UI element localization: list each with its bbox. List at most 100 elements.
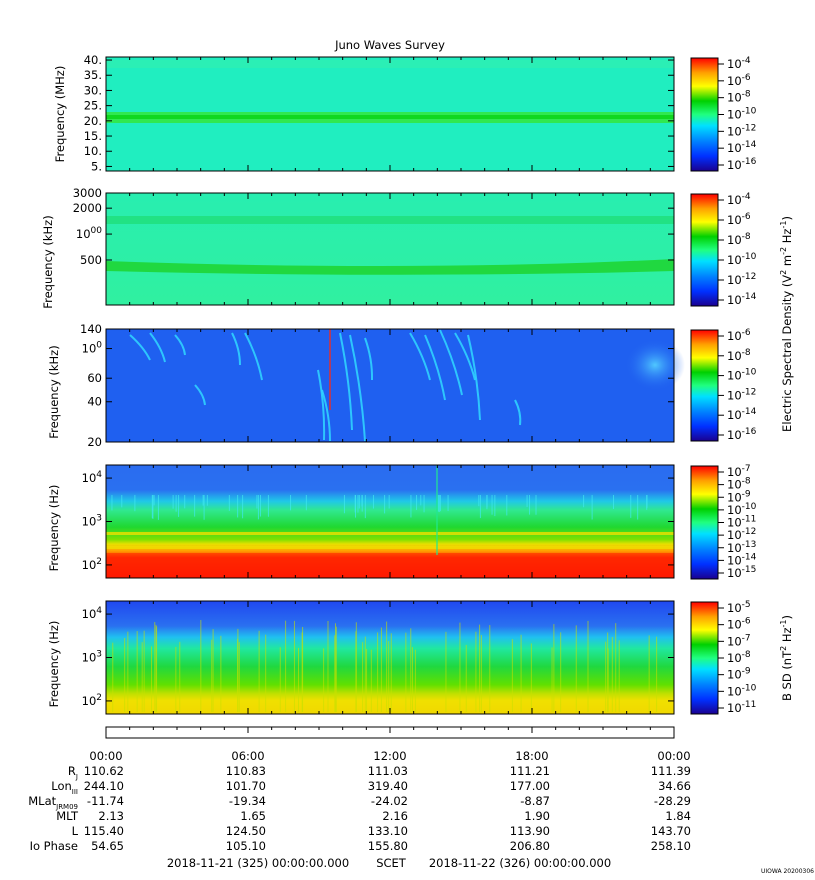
scet-label: SCET xyxy=(376,856,407,870)
ytick-label-exp: 0 xyxy=(96,341,102,351)
colorbar-tick-exp: -10 xyxy=(742,252,757,262)
ephem-label-main: R xyxy=(68,764,76,778)
panel2-ylabel: Frequency (kHz) xyxy=(41,215,55,308)
colorbar-tick-base: 10 xyxy=(727,408,742,422)
electric-label-close: ) xyxy=(780,216,794,221)
colorbar-tick-label: 10-12 xyxy=(727,272,756,287)
ytick-label-base: 10 xyxy=(82,651,97,665)
ephem-value: 1.84 xyxy=(665,809,691,823)
colorbar-magnetic-label: B SD (nT2 Hz-1) xyxy=(779,615,794,701)
ephem-row-label: LonIII xyxy=(51,779,78,796)
colorbar-tick-base: 10 xyxy=(727,233,742,247)
emission-arc xyxy=(454,332,476,381)
colorbar-electric-label: Electric Spectral Density (V2 m-2 Hz-1) xyxy=(779,216,794,432)
ytick-label-exp: 00 xyxy=(91,226,103,236)
ytick-label-exp: 3 xyxy=(96,650,102,660)
colorbar-tick-label: 10-9 xyxy=(727,489,751,504)
ytick-label: 100 xyxy=(82,341,103,356)
emission-arc xyxy=(149,332,166,363)
ephem-value: -24.02 xyxy=(371,794,408,808)
colorbar-tick-label: 10-10 xyxy=(727,502,757,517)
ephemeris-table: RJ 110.62 110.83 111.03 111.21 111.39 LonIII 24… xyxy=(28,764,691,853)
ytick-label: 1000 xyxy=(76,226,102,241)
ephem-row-label: L xyxy=(72,824,79,838)
colorbar-tick-base: 10 xyxy=(727,490,742,504)
colorbar-tick-exp: -8 xyxy=(742,232,751,242)
colorbar-tick-label: 10-8 xyxy=(727,477,751,492)
ytick-label: 104 xyxy=(82,470,103,485)
emission-arc xyxy=(349,334,366,442)
ytick-label: 5. xyxy=(91,159,102,173)
bsd-label-hz: Hz xyxy=(780,627,794,645)
colorbar-tick-label: 10-12 xyxy=(727,527,756,542)
ytick-label: 102 xyxy=(82,693,102,708)
colorbar-tick-label: 10-5 xyxy=(727,600,751,615)
ytick-label: 20 xyxy=(87,435,102,449)
emission-arc xyxy=(129,334,151,361)
colorbar-tick-exp: -8 xyxy=(742,477,751,487)
panel1-top-band xyxy=(106,60,674,68)
ephem-value: 143.70 xyxy=(651,824,691,838)
colorbar-tick-base: 10 xyxy=(727,701,742,715)
colorbar-tick-exp: -16 xyxy=(742,427,757,437)
colorbar-tick-base: 10 xyxy=(727,541,742,555)
ephem-value: 113.90 xyxy=(510,824,550,838)
electric-label-sup1: 2 xyxy=(779,270,788,275)
ytick-label-base: 10 xyxy=(76,227,91,241)
time-label: 00:00 xyxy=(657,749,690,763)
ephem-value: 319.40 xyxy=(368,779,408,793)
ephem-value: -8.87 xyxy=(520,794,550,808)
colorbar-tick-base: 10 xyxy=(727,553,742,567)
colorbar-tick-label: 10-7 xyxy=(727,633,751,648)
ephem-value: 1.65 xyxy=(240,809,266,823)
ytick-label-base: 10 xyxy=(82,694,97,708)
ephem-value: 111.03 xyxy=(368,764,408,778)
colorbar-tick-exp: -11 xyxy=(742,515,757,525)
colorbar-tick-label: 10-11 xyxy=(727,515,756,530)
figure-title: Juno Waves Survey xyxy=(334,38,445,52)
colorbar-tick-label: 10-14 xyxy=(727,407,757,422)
colorbar-tick-exp: -13 xyxy=(742,540,757,550)
colorbar-tick-label: 10-6 xyxy=(727,617,751,632)
bsd-label-sup2: -1 xyxy=(779,619,788,627)
colorbar-tick-exp: -4 xyxy=(742,56,751,66)
colorbar-tick-base: 10 xyxy=(727,349,742,363)
panel5-impulses xyxy=(112,620,658,712)
colorbar-tick-exp: -8 xyxy=(742,348,751,358)
colorbar-tick-exp: -4 xyxy=(742,192,751,202)
colorbar-tick-exp: -14 xyxy=(742,140,757,150)
colorbar-tick-base: 10 xyxy=(727,193,742,207)
ytick-label: 10. xyxy=(84,144,102,158)
ytick-label-exp: 2 xyxy=(96,557,102,567)
panel-lfr-high: 140 100 60 40 20 Frequency (kHz) xyxy=(47,322,685,449)
colorbar-tick-label: 10-10 xyxy=(727,368,757,383)
ytick-label: 15. xyxy=(84,129,102,143)
ytick-label-base: 10 xyxy=(82,607,97,621)
emission-arc xyxy=(321,389,331,442)
emission-arc xyxy=(174,334,186,356)
panel3-emission-arcs xyxy=(129,329,522,442)
ytick-label: 103 xyxy=(82,650,102,665)
colorbar-tick-exp: -11 xyxy=(742,700,757,710)
time-label: 06:00 xyxy=(231,749,264,763)
emission-arc xyxy=(409,332,431,381)
ytick-label-base: 10 xyxy=(82,558,97,572)
colorbar-tick-base: 10 xyxy=(727,566,742,580)
colorbar-tick-base: 10 xyxy=(727,428,742,442)
ephem-label-sub: III xyxy=(72,788,78,796)
panel3-ylabel: Frequency (kHz) xyxy=(47,345,61,438)
ephem-row-label: RJ xyxy=(68,764,78,781)
ytick-label: 40 xyxy=(87,395,102,409)
panel-hfr-high: 40.35.30. 25.20.15.10.5. Frequency (MHz) xyxy=(53,53,675,173)
ephem-value: 133.10 xyxy=(368,824,408,838)
ephem-value: 2.16 xyxy=(382,809,408,823)
colorbar-tick-label: 10-4 xyxy=(727,192,751,207)
colorbar-tick-base: 10 xyxy=(727,273,742,287)
emission-arc xyxy=(467,334,481,421)
electric-label-hz: Hz xyxy=(780,229,794,247)
emission-arc xyxy=(244,332,263,381)
colorbar-tick-label: 10-4 xyxy=(727,56,751,71)
colorbar-tick-base: 10 xyxy=(727,158,742,172)
panel2-band-420khz xyxy=(106,259,674,275)
